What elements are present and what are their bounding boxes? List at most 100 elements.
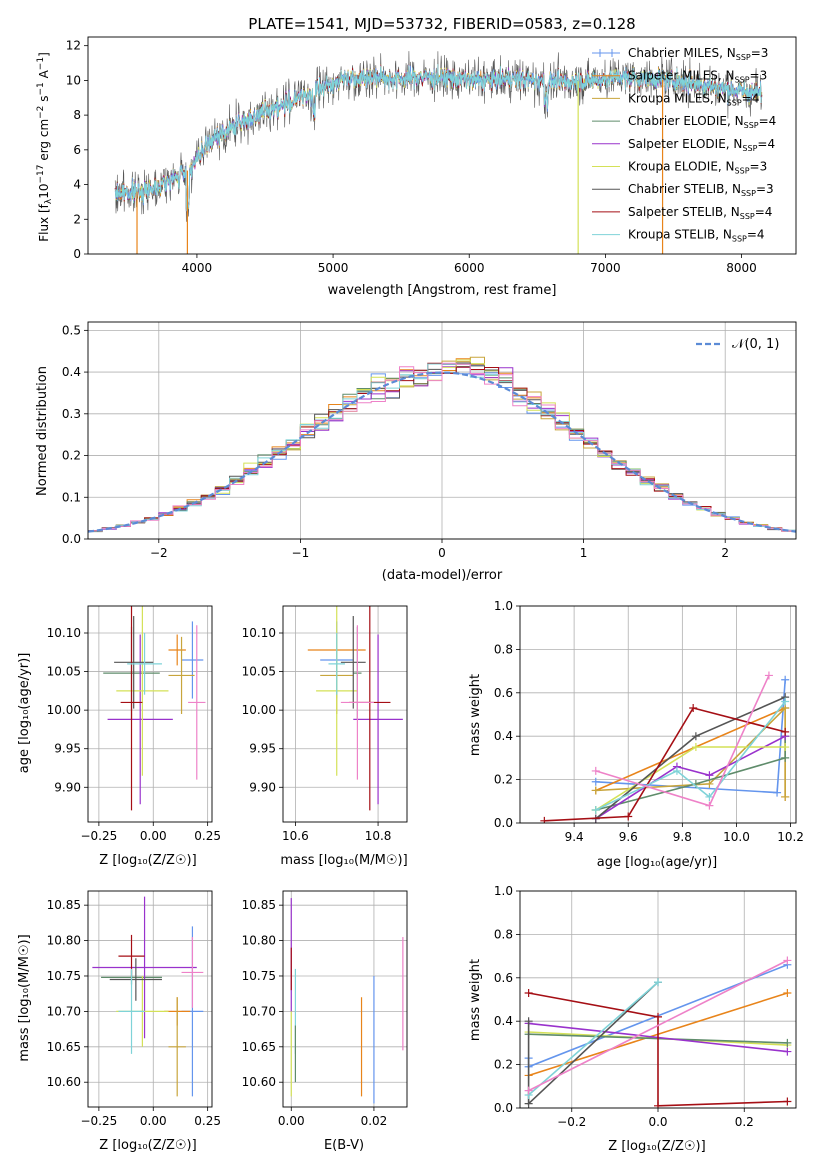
mass-vs-metallicity-xlabel: Z [log₁₀(Z/Z☉)] — [99, 1138, 196, 1153]
mass-vs-ebv-plot-area: 0.00 0.02 10.60 10.65 10.70 10.75 10.80 10.85 — [242, 890, 408, 1128]
y-tick-label: 9.95 — [54, 742, 81, 756]
spectrum-line — [114, 64, 762, 212]
mass-weight-marker — [591, 777, 600, 786]
y-tick-label: 0.8 — [494, 927, 513, 941]
x-tick-label: 0.00 — [278, 1114, 305, 1128]
mass-weight-marker — [764, 671, 773, 680]
mass-weight-vs-metallicity-panel: −0.2 0.0 0.2 0.0 0.2 0.4 0.6 0.8 1.0 Z [log₁₀(Z/… — [468, 884, 797, 1154]
legend-entry: Salpeter MILES, NSSP=3 — [628, 69, 767, 85]
mass-weight-marker — [524, 1017, 533, 1026]
x-tick-label: 0.25 — [194, 1114, 221, 1128]
x-tick-label: −2 — [150, 546, 168, 560]
mass-weight-vs-age-plot-area: 9.4 9.6 9.8 10.0 10.2 0.0 0.2 0.4 0.6 0.8 1.0 — [494, 599, 804, 844]
mass-vs-ebv-panel: 0.00 0.02 10.60 10.65 10.70 10.75 10.80 10.85 E… — [242, 890, 408, 1153]
axes-frame — [87, 605, 213, 823]
plot-marks — [88, 356, 796, 533]
plot-marks — [524, 956, 792, 1108]
mass-weight-marker — [524, 988, 533, 997]
mass-weight-marker — [705, 801, 714, 810]
x-tick-label: 9.4 — [565, 830, 584, 844]
mass-vs-ebv-xlabel: E(B-V) — [324, 1138, 364, 1153]
y-tick-label: 1.0 — [494, 599, 513, 613]
y-tick-label: 0.8 — [494, 642, 513, 656]
mass-weight-vs-age-xlabel: age [log₁₀(age/yr)] — [597, 855, 718, 870]
mass-weight-marker — [691, 743, 700, 752]
y-tick-label: 10.75 — [242, 969, 276, 983]
mass-weight-vs-metallicity-xlabel: Z [log₁₀(Z/Z☉)] — [608, 1139, 705, 1154]
mass-weight-marker — [781, 753, 790, 762]
mass-weight-vs-metallicity-ylabel: mass weight — [468, 959, 483, 1041]
x-tick-label: −0.25 — [80, 1114, 117, 1128]
mass-weight-marker — [591, 786, 600, 795]
mass-weight-marker — [773, 788, 782, 797]
plot-marks — [540, 671, 790, 823]
mass-weight-marker — [781, 675, 790, 684]
y-tick-label: 0.0 — [494, 1101, 513, 1115]
mass-weight-marker — [624, 812, 633, 821]
mass-weight-marker — [691, 732, 700, 741]
age-vs-mass-xlabel: mass [log₁₀(M/M☉)] — [280, 853, 407, 868]
y-tick-label: 10.05 — [242, 665, 276, 679]
y-tick-label: 0.6 — [494, 686, 513, 700]
x-tick-label: 0.00 — [140, 829, 167, 843]
age-vs-metallicity-ylabel: age [log₁₀(age/yr)] — [17, 653, 32, 774]
mass-weight-line — [595, 701, 786, 811]
mass-weight-vs-age-panel: 9.4 9.6 9.8 10.0 10.2 0.0 0.2 0.4 0.6 0.8 1.0 age … — [468, 599, 804, 870]
x-tick-label: 0.2 — [735, 1115, 754, 1129]
x-tick-label: 4000 — [182, 261, 213, 275]
y-tick-label: 9.90 — [54, 780, 81, 794]
y-tick-label: 9.95 — [249, 742, 276, 756]
spectrum-xlabel: wavelength [Angstrom, rest frame] — [328, 283, 557, 298]
mass-weight-marker — [689, 703, 698, 712]
plot-marks — [307, 606, 403, 811]
mass-weight-vs-age-ylabel: mass weight — [468, 674, 483, 756]
mass-weight-line — [544, 707, 786, 822]
age-vs-metallicity-xlabel: Z [log₁₀(Z/Z☉)] — [99, 853, 196, 868]
x-tick-label: 6000 — [454, 261, 485, 275]
plot-marks — [114, 51, 763, 254]
x-tick-label: 0 — [438, 546, 446, 560]
plot-marks — [103, 606, 206, 811]
y-tick-label: 0.1 — [62, 490, 81, 504]
y-tick-label: 10.05 — [47, 665, 81, 679]
legend-entry: Kroupa MILES, NSSP=4 — [628, 91, 759, 107]
x-tick-label: 0.25 — [194, 829, 221, 843]
residual-histogram-panel: −2 −1 0 1 2 0.0 0.1 0.2 0.3 0.4 0.5 (data-model)/e… — [35, 321, 797, 583]
y-tick-label: 10.70 — [47, 1004, 81, 1018]
mass-weight-marker — [672, 766, 681, 775]
legend-entry: Salpeter STELIB, NSSP=4 — [628, 205, 772, 221]
x-tick-label: −0.2 — [557, 1115, 586, 1129]
axes-frame — [519, 890, 797, 1109]
x-tick-label: 9.6 — [619, 830, 638, 844]
mass-weight-marker — [591, 805, 600, 814]
x-tick-label: 10.8 — [365, 829, 392, 843]
y-tick-label: 8 — [73, 108, 81, 122]
mass-weight-marker — [783, 988, 792, 997]
y-tick-label: 0.0 — [494, 816, 513, 830]
gaussian-legend-label: 𝒩(0, 1) — [732, 337, 779, 352]
legend-entry: Chabrier ELODIE, NSSP=4 — [628, 114, 776, 130]
y-tick-label: 0.4 — [62, 365, 81, 379]
spectrum-panel: PLATE=1541, MJD=53732, FIBERID=0583, z=0… — [36, 15, 797, 298]
mass-weight-marker — [783, 1047, 792, 1056]
age-vs-mass-panel: 10.6 10.8 9.90 9.95 10.00 10.05 10.10 mass [lo… — [242, 605, 408, 868]
plot-marks — [290, 898, 404, 1104]
legend-entry: Kroupa ELODIE, NSSP=3 — [628, 160, 767, 176]
y-tick-label: 10 — [66, 73, 81, 87]
mass-weight-marker — [783, 956, 792, 965]
y-tick-label: 0.4 — [494, 729, 513, 743]
mass-weight-line — [595, 735, 786, 820]
axes-frame — [87, 890, 213, 1108]
mass-vs-metallicity-ylabel: mass [log₁₀(M/M☉)] — [17, 934, 32, 1061]
mass-weight-marker — [654, 1012, 662, 1021]
mass-vs-metallicity-panel: −0.25 0.00 0.25 10.60 10.65 10.70 10.75 10.80 10… — [17, 890, 221, 1153]
x-tick-label: 0.0 — [648, 1115, 667, 1129]
y-tick-label: 0.2 — [62, 449, 81, 463]
x-tick-label: 10.0 — [723, 830, 750, 844]
x-tick-label: 9.8 — [673, 830, 692, 844]
legend-entry: Chabrier STELIB, NSSP=3 — [628, 182, 774, 198]
y-tick-label: 0 — [73, 247, 81, 261]
mass-weight-marker — [705, 779, 714, 788]
y-tick-label: 10.10 — [242, 626, 276, 640]
